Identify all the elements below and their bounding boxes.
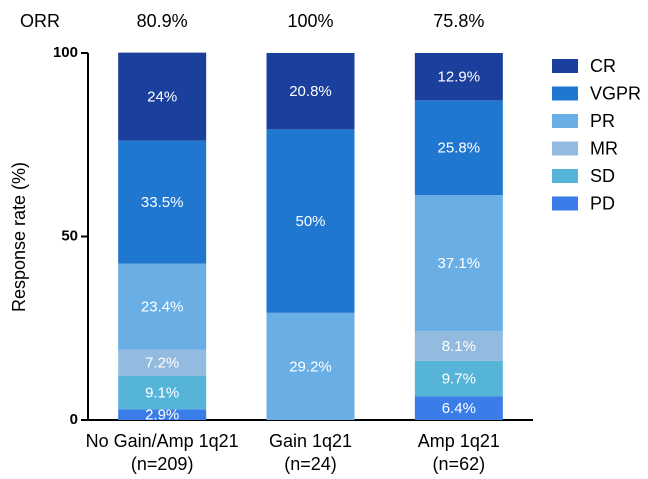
- value-label: 33.5%: [141, 194, 184, 211]
- legend-swatch: [552, 141, 578, 156]
- y-tick-label: 50: [61, 227, 78, 244]
- value-label: 25.8%: [438, 140, 481, 157]
- legend-swatch: [552, 114, 578, 128]
- legend-swatch: [552, 196, 578, 211]
- bar-segment: [118, 263, 207, 350]
- value-label: 9.7%: [442, 371, 476, 388]
- x-tick-sublabel: (n=62): [433, 454, 486, 474]
- legend-swatch: [552, 169, 578, 183]
- legend-label: PR: [590, 111, 615, 131]
- x-tick-sublabel: (n=24): [284, 454, 337, 474]
- bar-segment: [414, 331, 503, 361]
- bar-segment: [118, 375, 207, 410]
- bar-segment: [414, 53, 503, 101]
- value-label: 8.1%: [442, 338, 476, 355]
- bar-segment: [118, 409, 207, 420]
- value-label: 9.1%: [145, 385, 179, 402]
- annotation-label: ORR: [20, 11, 60, 31]
- annotation-value: 100%: [287, 11, 333, 31]
- x-tick-sublabel: (n=209): [131, 454, 194, 474]
- bar-segment: [118, 349, 207, 376]
- value-label: 2.9%: [145, 407, 179, 424]
- bar-segment: [118, 140, 207, 264]
- value-label: 24%: [147, 89, 177, 106]
- bar-segment: [266, 53, 355, 130]
- value-label: 12.9%: [438, 69, 481, 86]
- value-label: 37.1%: [438, 255, 481, 272]
- value-label: 20.8%: [289, 83, 332, 100]
- y-axis-label: Response rate (%): [9, 162, 29, 312]
- legend-label: CR: [590, 56, 616, 76]
- legend-label: SD: [590, 166, 615, 186]
- y-tick-label: 0: [70, 411, 78, 428]
- legend-label: MR: [590, 138, 618, 158]
- value-label: 7.2%: [145, 355, 179, 372]
- bar-segment: [266, 312, 355, 420]
- value-label: 23.4%: [141, 299, 184, 316]
- bar-segment: [118, 52, 207, 141]
- legend-label: PD: [590, 193, 615, 213]
- value-label: 29.2%: [289, 358, 332, 375]
- bar-segment: [414, 100, 503, 196]
- legend-swatch: [552, 59, 578, 73]
- annotation-value: 75.8%: [433, 11, 484, 31]
- x-tick-label: No Gain/Amp 1q21: [86, 431, 239, 451]
- x-tick-label: Amp 1q21: [418, 431, 500, 451]
- annotation-value: 80.9%: [137, 11, 188, 31]
- bar-segment: [414, 195, 503, 332]
- value-label: 6.4%: [442, 400, 476, 417]
- x-tick-label: Gain 1q21: [269, 431, 352, 451]
- legend-label: VGPR: [590, 83, 641, 103]
- bar-segment: [414, 360, 503, 397]
- legend-swatch: [552, 86, 578, 101]
- bar-segment: [414, 396, 503, 420]
- y-tick-label: 100: [53, 44, 78, 61]
- value-label: 50%: [295, 213, 325, 230]
- bar-segment: [266, 129, 355, 313]
